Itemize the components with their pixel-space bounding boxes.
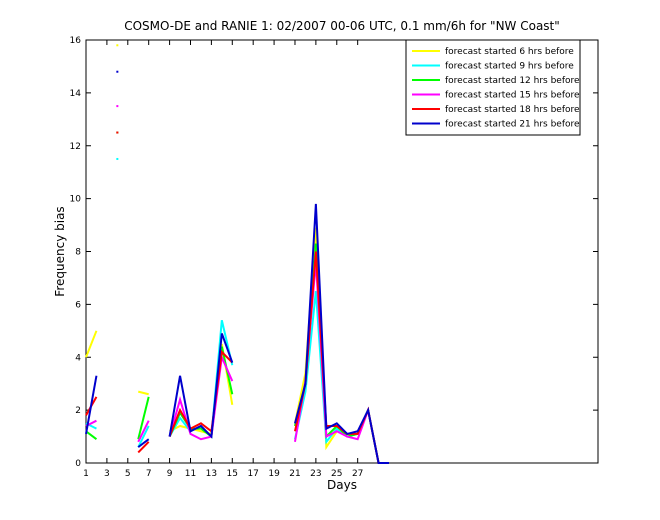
legend-entry: forecast started 18 hrs before	[445, 105, 580, 115]
series-segment	[85, 430, 98, 441]
x-tick-label: 27	[352, 469, 363, 479]
y-tick-label: 12	[70, 142, 81, 152]
legend-entry: forecast started 6 hrs before	[445, 47, 574, 57]
x-tick-label: 3	[104, 469, 110, 479]
legend-box	[405, 39, 581, 136]
legend-entry: forecast started 9 hrs before	[445, 62, 574, 72]
y-tick-label: 0	[75, 459, 81, 469]
x-tick-label: 25	[331, 469, 342, 479]
x-tick-label: 5	[125, 469, 131, 479]
series-segment	[137, 425, 150, 448]
series-segment	[168, 333, 234, 439]
series-segment	[137, 438, 150, 448]
x-tick-label: 1	[83, 469, 89, 479]
series-layer	[85, 44, 390, 464]
x-tick-label: 9	[167, 469, 173, 479]
data-point	[116, 44, 119, 47]
series-segment	[294, 203, 390, 464]
data-point	[116, 131, 119, 134]
y-tick-label: 2	[75, 406, 81, 416]
series-segment	[137, 396, 150, 440]
data-point	[116, 157, 119, 160]
y-axis: 0 2 4 6 8 10 12 14 16	[70, 36, 598, 469]
x-tick-label: 21	[289, 469, 300, 479]
series-segment	[137, 390, 149, 396]
x-axis-label: Days	[327, 478, 357, 492]
series-segment	[169, 343, 234, 436]
x-tick-label: 19	[268, 469, 280, 479]
x-tick-label: 11	[185, 469, 196, 479]
y-tick-label: 8	[75, 248, 81, 258]
series-segment	[137, 420, 150, 443]
y-tick-label: 14	[70, 89, 82, 99]
legend-entry: forecast started 12 hrs before	[445, 76, 580, 86]
series-segment	[168, 349, 233, 437]
y-tick-label: 16	[70, 36, 82, 46]
legend: forecast started 6 hrs before forecast st…	[405, 39, 581, 136]
y-tick-label: 6	[75, 300, 81, 310]
chart-title: COSMO-DE and RANIE 1: 02/2007 00-06 UTC,…	[124, 19, 560, 33]
series-segment	[85, 375, 98, 435]
y-tick-label: 10	[70, 195, 82, 205]
x-tick-label: 15	[227, 469, 238, 479]
series-line	[85, 70, 390, 464]
series-segment	[85, 330, 98, 358]
x-tick-label: 7	[146, 469, 152, 479]
x-tick-label: 13	[206, 469, 217, 479]
data-point	[116, 70, 119, 73]
x-axis: 1 3 5 7 9 11 13 15 17 19 21 23 25 27	[83, 40, 363, 479]
y-tick-label: 4	[75, 353, 81, 363]
y-axis-label: Frequency bias	[53, 206, 67, 296]
x-tick-label: 17	[247, 469, 258, 479]
legend-entry: forecast started 21 hrs before	[445, 120, 580, 130]
legend-entry: forecast started 15 hrs before	[445, 91, 580, 101]
x-tick-label: 23	[310, 469, 321, 479]
data-point	[116, 105, 119, 108]
series-segment	[137, 441, 150, 454]
